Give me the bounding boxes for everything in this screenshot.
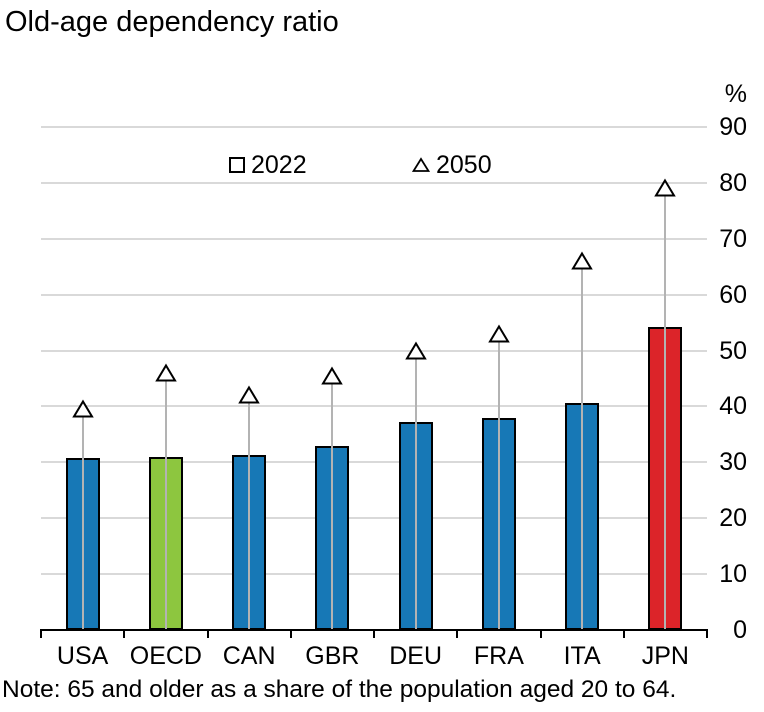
x-label-jpn: JPN — [641, 642, 689, 670]
x-axis-tick-2 — [206, 630, 209, 638]
y-tick-label-50: 50 — [719, 336, 747, 365]
x-axis-tick-8 — [706, 630, 708, 638]
y-tick-label-90: 90 — [719, 113, 747, 141]
footnote: Note: 65 and older as a share of the pop… — [2, 676, 677, 703]
gridline-50 — [41, 349, 707, 352]
legend-label-2022: 2022 — [251, 151, 307, 179]
triangle-marker-usa — [71, 399, 94, 424]
y-tick-label-30: 30 — [719, 448, 747, 477]
x-label-ita: ITA — [563, 642, 601, 670]
gridline-10 — [41, 573, 707, 576]
x-axis-tick-5 — [456, 630, 459, 638]
legend-triangle-icon — [412, 157, 430, 172]
gridline-60 — [41, 293, 707, 296]
x-axis-tick-3 — [289, 630, 292, 638]
x-label-oecd: OECD — [129, 642, 202, 670]
y-tick-label-10: 10 — [719, 560, 747, 589]
legend-label-2050: 2050 — [436, 151, 492, 179]
y-tick-label-20: 20 — [719, 504, 747, 533]
stem-gbr — [331, 375, 334, 630]
triangle-marker-jpn — [654, 178, 677, 203]
x-axis-tick-1 — [123, 630, 126, 638]
triangle-marker-can — [238, 385, 260, 410]
stem-jpn — [664, 188, 667, 630]
triangle-marker-ita — [571, 251, 593, 276]
x-label-fra: FRA — [473, 642, 524, 670]
gridline-30 — [41, 461, 707, 464]
gridline-20 — [41, 517, 707, 520]
x-label-deu: DEU — [389, 642, 443, 670]
stem-ita — [581, 261, 584, 630]
x-label-usa: USA — [56, 642, 109, 670]
gridline-80 — [41, 181, 707, 184]
chart-title: Old-age dependency ratio — [5, 6, 339, 38]
stem-can — [248, 395, 251, 630]
legend-item-2050: 2050 — [412, 150, 492, 180]
legend-item-2022: 2022 — [229, 150, 307, 180]
x-axis-tick-7 — [622, 630, 625, 638]
triangle-marker-oecd — [155, 363, 177, 388]
x-label-can: CAN — [222, 642, 276, 670]
stem-usa — [81, 409, 84, 630]
triangle-marker-deu — [404, 341, 427, 366]
triangle-marker-fra — [488, 324, 510, 349]
legend-square-icon — [229, 157, 245, 173]
x-axis-tick-6 — [539, 630, 542, 638]
x-axis-tick-0 — [40, 630, 42, 638]
y-tick-label-70: 70 — [719, 224, 747, 253]
y-tick-label-80: 80 — [719, 168, 747, 197]
gridline-40 — [41, 405, 707, 408]
x-axis-tick-4 — [373, 630, 375, 638]
stem-oecd — [164, 372, 167, 630]
gridline-90 — [41, 126, 707, 128]
triangle-marker-gbr — [321, 366, 344, 391]
y-tick-label-40: 40 — [719, 392, 747, 421]
y-axis-unit-label: % — [724, 80, 747, 108]
stem-deu — [414, 350, 417, 630]
y-tick-label-0: 0 — [733, 616, 747, 644]
y-tick-label-60: 60 — [719, 280, 747, 309]
gridline-70 — [41, 237, 707, 240]
stem-fra — [497, 333, 500, 630]
x-label-gbr: GBR — [305, 642, 360, 670]
